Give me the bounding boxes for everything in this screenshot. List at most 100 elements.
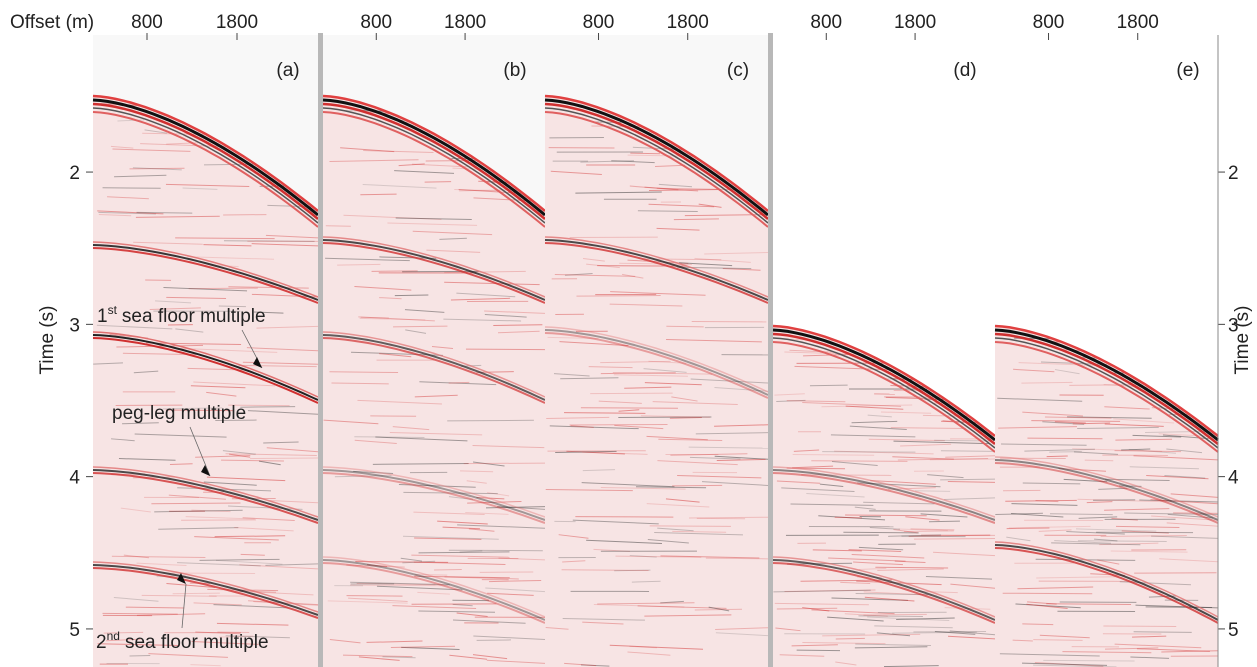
noise (182, 187, 218, 190)
y-tick-label: 3 (69, 315, 80, 336)
noise (1115, 525, 1180, 528)
noise (411, 554, 510, 558)
noise (116, 344, 204, 348)
noise (1039, 634, 1090, 639)
noise (610, 291, 706, 296)
noise (357, 399, 442, 405)
noise (774, 602, 869, 606)
noise (452, 603, 473, 607)
noise (253, 311, 284, 314)
noise (163, 286, 248, 292)
noise (903, 530, 954, 532)
noise (465, 348, 546, 351)
noise (677, 474, 762, 479)
noise (206, 391, 237, 397)
panel-label: (c) (727, 60, 749, 81)
noise (658, 183, 693, 188)
y-tick-label-right: 4 (1228, 468, 1239, 489)
panel (322, 35, 546, 667)
noise (329, 159, 419, 163)
noise (927, 474, 964, 479)
noise (631, 580, 661, 583)
panel-label: (b) (503, 60, 526, 81)
reflection-event (994, 541, 1219, 618)
annotation-number: 1 (97, 306, 108, 327)
noise (564, 662, 597, 667)
noise (640, 415, 710, 418)
noise (489, 579, 542, 583)
noise (225, 635, 290, 639)
first-arrival (994, 337, 1219, 449)
noise (627, 651, 671, 656)
noise (925, 575, 993, 580)
noise (448, 381, 470, 384)
noise (379, 353, 412, 358)
noise (177, 487, 272, 492)
noise (714, 455, 769, 460)
noise (876, 632, 911, 637)
noise (444, 270, 526, 274)
noise (418, 610, 496, 613)
noise (1046, 603, 1132, 606)
noise (165, 183, 250, 187)
noise (1072, 448, 1163, 452)
noise (705, 557, 769, 560)
noise (802, 607, 830, 612)
noise (191, 509, 231, 513)
annotation: 1st sea floor multiple (97, 303, 266, 327)
noise (389, 432, 483, 436)
noise (129, 654, 151, 657)
noise (553, 373, 590, 377)
noise (892, 631, 977, 634)
panel (544, 35, 769, 667)
reflection-event (92, 247, 319, 304)
noise (853, 561, 903, 566)
noise (1100, 535, 1187, 538)
noise (325, 225, 351, 227)
annotation-leader (181, 583, 187, 629)
noise (1166, 448, 1203, 454)
noise (1008, 525, 1091, 529)
noise (393, 325, 448, 328)
noise (1170, 493, 1219, 498)
noise (251, 243, 319, 247)
noise (266, 447, 319, 453)
noise (896, 617, 955, 621)
noise (353, 470, 394, 475)
noise (175, 237, 275, 240)
panel-separator (768, 33, 773, 667)
noise (654, 532, 743, 536)
first-arrival (994, 341, 1219, 453)
noise (98, 211, 156, 215)
noise (582, 469, 616, 472)
annotation-arrow (201, 465, 210, 476)
noise (715, 632, 769, 637)
noise (194, 536, 279, 541)
noise (644, 186, 699, 192)
first-arrival (772, 337, 996, 449)
noise (1129, 466, 1199, 470)
noise (222, 450, 256, 455)
reflection-event (322, 562, 546, 624)
noise (629, 185, 679, 191)
reflection-event (322, 337, 546, 404)
noise (656, 227, 700, 231)
x-tick-label: 800 (1033, 12, 1065, 33)
noise (191, 641, 259, 645)
noise (934, 630, 976, 635)
noise (715, 627, 769, 630)
noise (949, 630, 996, 636)
noise (830, 434, 916, 438)
noise (558, 534, 589, 539)
noise (431, 346, 454, 349)
noise (187, 256, 275, 260)
blank-area (323, 35, 545, 211)
noise (413, 561, 506, 565)
noise (165, 409, 234, 412)
noise (1024, 448, 1095, 452)
noise (467, 501, 522, 504)
noise (947, 481, 996, 483)
noise (792, 453, 875, 456)
noise (190, 385, 246, 389)
annotation-leader (189, 426, 211, 477)
